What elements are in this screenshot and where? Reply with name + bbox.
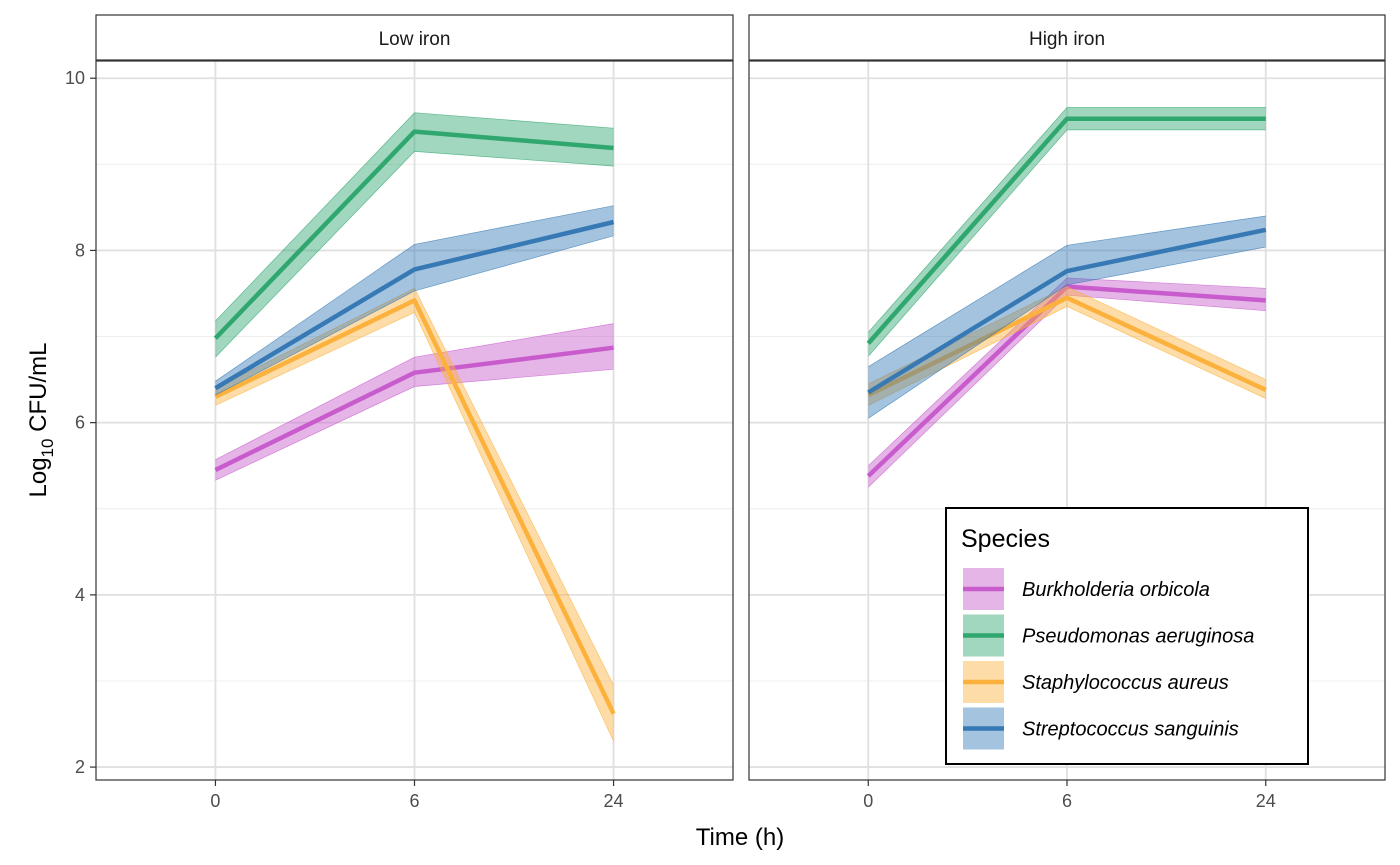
replicate-trace	[868, 277, 1266, 466]
series-streptococcus-sanguinis	[867, 215, 1267, 419]
legend-item-staphylococcus-aureus: Staphylococcus aureus	[963, 661, 1229, 703]
series-pseudomonas-aeruginosa	[213, 112, 614, 358]
y-axis-title-prefix: Log	[25, 457, 52, 497]
legend-label: Burkholderia orbicola	[1022, 579, 1210, 601]
replicate-trace	[868, 107, 1266, 333]
legend-box	[945, 507, 1309, 765]
confidence-ribbon	[215, 205, 614, 396]
replicate-trace	[215, 323, 614, 461]
x-tick-label: 0	[863, 791, 873, 811]
facet-strip	[95, 14, 734, 61]
confidence-ribbon	[215, 323, 614, 481]
legend-label: Staphylococcus aureus	[1022, 672, 1229, 694]
series-burkholderia-orbicola	[214, 323, 614, 481]
replicate-trace	[868, 306, 1266, 406]
replicate-trace	[868, 215, 1266, 367]
y-axis-title: Log10 CFU/mL	[25, 343, 57, 498]
replicate-trace	[868, 246, 1266, 419]
y-tick-label: 4	[75, 585, 85, 605]
replicate-trace	[215, 311, 614, 742]
y-tick-label: 10	[65, 68, 85, 88]
x-tick-label: 6	[409, 791, 419, 811]
x-tick-label: 6	[1062, 791, 1072, 811]
confidence-ribbon	[215, 112, 614, 358]
legend: Species Burkholderia orbicola Pseudomonas…	[945, 507, 1309, 765]
series-streptococcus-sanguinis	[214, 205, 615, 396]
legend-label: Streptococcus sanguinis	[1022, 719, 1239, 741]
legend-item-burkholderia-orbicola: Burkholderia orbicola	[963, 568, 1210, 610]
facet-strip	[748, 14, 1386, 61]
x-tick-label: 0	[210, 791, 220, 811]
replicate-trace	[868, 294, 1266, 488]
replicate-trace	[215, 151, 614, 358]
facet-strip-label: Low iron	[379, 29, 451, 50]
series-staphylococcus-aureus	[214, 287, 616, 742]
y-tick-label: 8	[75, 240, 85, 260]
axis-titles: Time (h) Log10 CFU/mL	[25, 343, 784, 851]
x-axis-title: Time (h)	[696, 824, 784, 851]
y-axis-title-suffix: CFU/mL	[25, 343, 52, 439]
facet-strip-label: High iron	[1029, 29, 1105, 50]
replicate-trace	[215, 287, 614, 686]
replicate-trace	[215, 112, 614, 322]
legend-item-pseudomonas-aeruginosa: Pseudomonas aeruginosa	[963, 614, 1254, 657]
legend-items: Burkholderia orbicola Pseudomonas aerugin…	[963, 568, 1254, 750]
y-tick-label: 2	[75, 757, 85, 777]
x-tick-label: 24	[604, 791, 624, 811]
x-tick-label: 24	[1256, 791, 1276, 811]
replicate-trace	[215, 205, 614, 382]
legend-label: Pseudomonas aeruginosa	[1022, 626, 1254, 648]
legend-title: Species	[961, 525, 1050, 553]
replicate-trace	[215, 368, 614, 481]
y-tick-label: 6	[75, 413, 85, 433]
y-axis-title-subscript: 10	[38, 439, 57, 458]
legend-item-streptococcus-sanguinis: Streptococcus sanguinis	[963, 707, 1239, 750]
replicate-trace	[868, 129, 1266, 357]
series-pseudomonas-aeruginosa	[866, 107, 1266, 357]
replicate-trace	[215, 235, 614, 396]
